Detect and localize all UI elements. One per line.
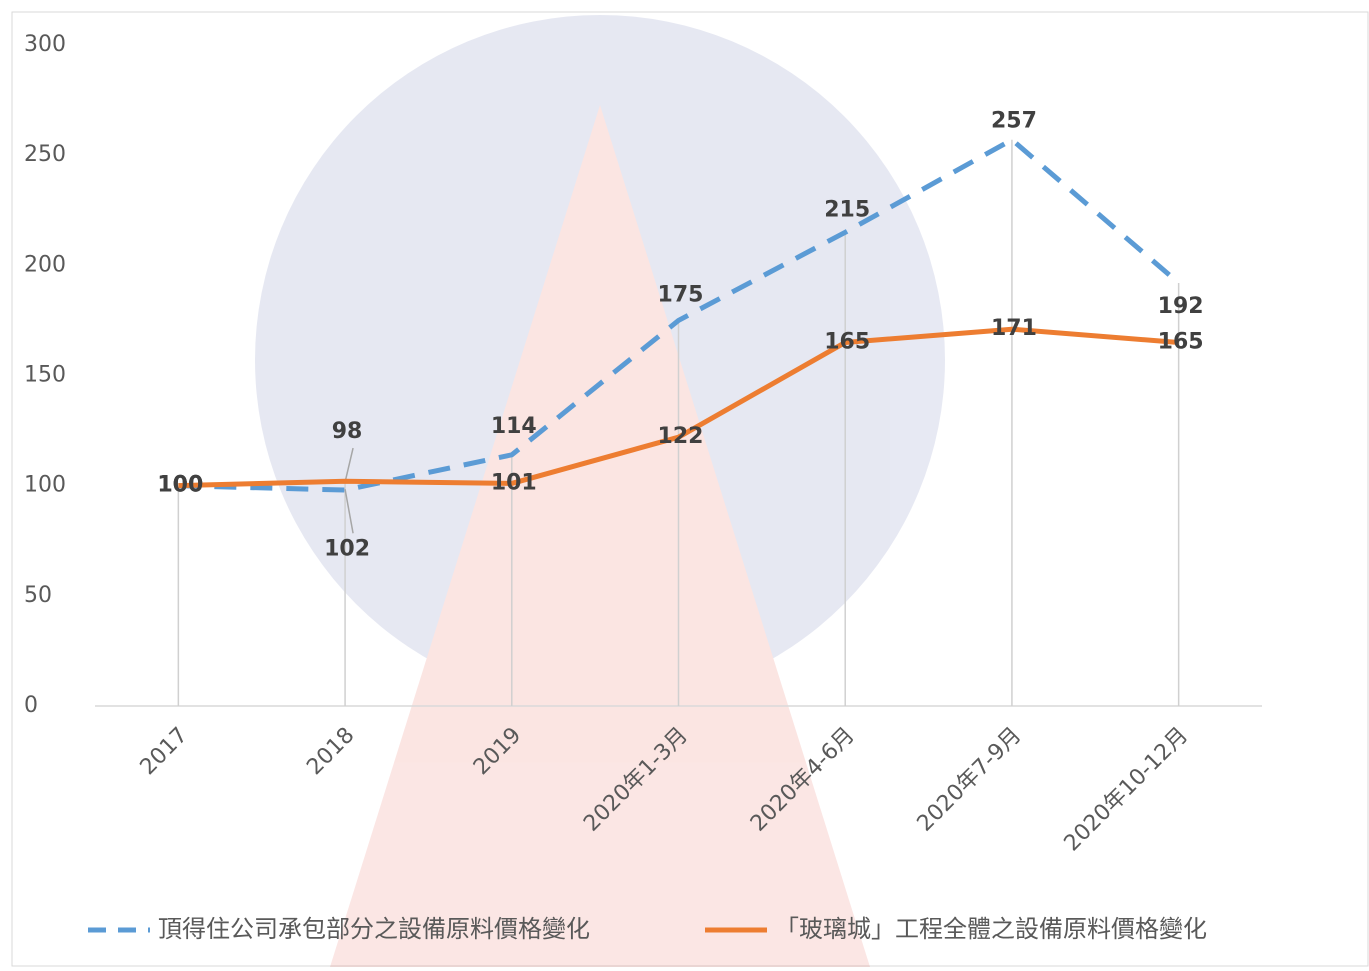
data-label: 100 xyxy=(157,473,203,498)
data-label: 171 xyxy=(991,316,1037,341)
y-tick-label: 250 xyxy=(24,142,66,167)
y-tick-label: 200 xyxy=(24,252,66,277)
y-tick-label: 50 xyxy=(24,583,52,608)
data-label: 98 xyxy=(332,419,363,444)
data-label: 257 xyxy=(991,109,1037,134)
legend-label: 頂得住公司承包部分之設備原料價格變化 xyxy=(158,915,590,943)
data-label: 122 xyxy=(658,424,704,449)
y-tick-label: 150 xyxy=(24,363,66,388)
y-tick-label: 300 xyxy=(24,32,66,57)
data-label: 114 xyxy=(491,414,537,439)
data-label: 102 xyxy=(324,536,370,561)
data-label: 215 xyxy=(824,197,870,222)
data-label: 165 xyxy=(824,329,870,354)
data-label: 175 xyxy=(658,282,704,307)
y-tick-label: 100 xyxy=(24,473,66,498)
legend-label: 「玻璃城」工程全體之設備原料價格變化 xyxy=(775,915,1207,943)
data-label: 165 xyxy=(1158,329,1204,354)
chart: 0501001502002503002017201820192020年1-3月2… xyxy=(0,0,1369,967)
data-label: 101 xyxy=(491,470,537,495)
y-tick-label: 0 xyxy=(24,693,38,718)
data-label: 192 xyxy=(1158,294,1204,319)
